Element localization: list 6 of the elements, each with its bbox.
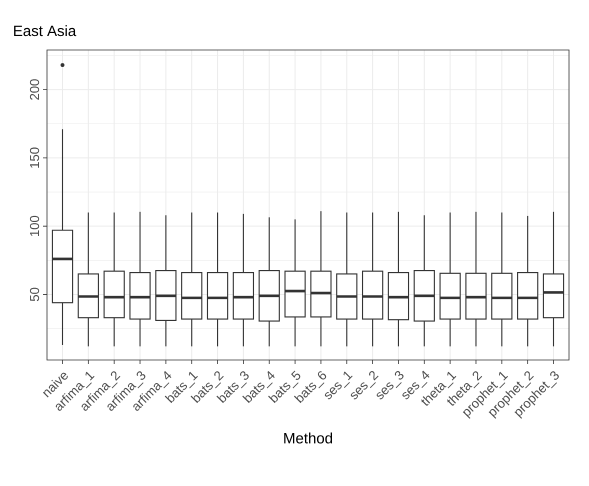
chart-title: East Asia	[14, 25, 76, 36]
x-axis-title: Method	[284, 432, 332, 444]
y-tick-label: 50	[30, 288, 40, 302]
y-tick-label: 100	[30, 216, 40, 236]
y-tick-label: 150	[30, 148, 40, 168]
y-tick-label: 200	[30, 79, 40, 100]
